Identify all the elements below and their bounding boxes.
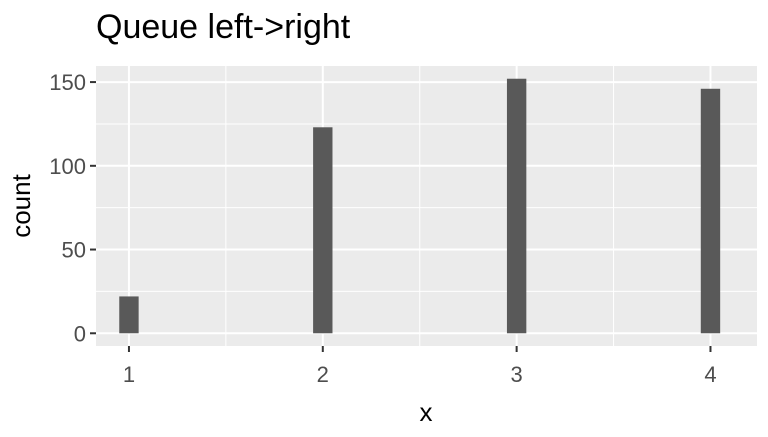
x-tick-label: 2 xyxy=(317,362,329,387)
x-axis: 1 2 3 4 xyxy=(123,346,717,387)
plot-panel xyxy=(96,66,757,346)
y-tick-label: 0 xyxy=(74,321,86,346)
bar-3 xyxy=(506,78,527,334)
minor-gridlines xyxy=(96,66,757,346)
bar-1 xyxy=(119,296,139,334)
y-tick-label: 50 xyxy=(62,238,86,263)
x-tick-label: 4 xyxy=(704,362,716,387)
y-axis-title: count xyxy=(6,173,36,237)
x-tick-label: 3 xyxy=(511,362,523,387)
x-axis-title: x xyxy=(420,397,433,427)
y-axis: 0 50 100 150 xyxy=(49,70,96,346)
y-tick-label: 150 xyxy=(49,70,86,95)
bar-4 xyxy=(700,88,721,334)
x-tick-label: 1 xyxy=(123,362,135,387)
bars xyxy=(119,78,721,334)
y-tick-label: 100 xyxy=(49,154,86,179)
chart-title: Queue left->right xyxy=(96,8,351,46)
bar-2 xyxy=(313,127,333,334)
